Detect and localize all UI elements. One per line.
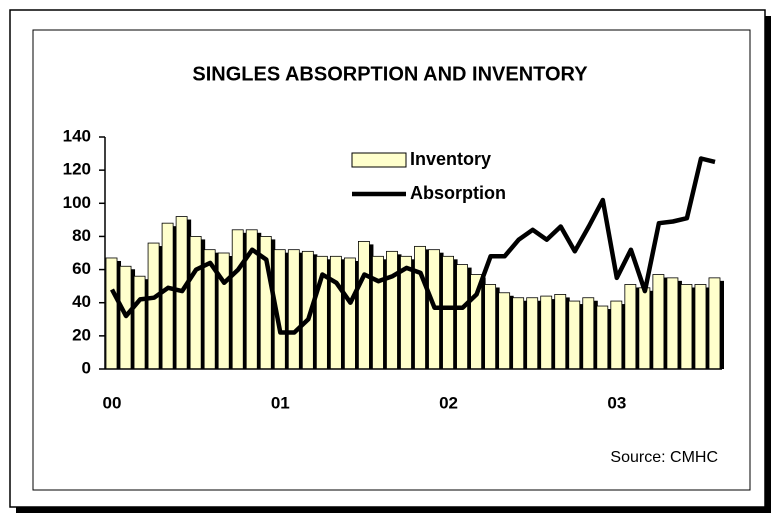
bar [554,294,567,370]
bar [133,275,146,370]
bar [147,242,160,370]
bar [652,274,665,370]
y-tick-label: 40 [72,292,91,311]
y-tick-label: 140 [63,126,91,145]
bar [624,284,637,370]
bar [582,297,595,370]
bar [414,245,426,370]
bar [400,255,412,370]
y-tick-label: 100 [63,193,91,212]
y-tick-label: 0 [82,358,91,377]
bar [456,264,468,370]
x-tick-label: 03 [607,393,626,412]
bar [105,257,118,370]
legend-label: Absorption [410,183,506,203]
legend-swatch [351,152,407,168]
legend-label: Inventory [410,149,491,169]
y-tick-label: 60 [72,259,91,278]
bar [484,284,497,370]
bar [708,277,721,370]
y-tick-label: 80 [72,226,91,245]
bar [512,297,525,370]
bar [568,300,581,370]
bar [161,222,174,370]
bar [287,249,300,370]
bar [231,229,244,370]
bar [540,295,553,370]
bar [638,287,651,370]
bar [329,255,342,370]
bar [386,250,398,370]
chart-title: SINGLES ABSORPTION AND INVENTORY [192,63,588,85]
bar [666,277,679,370]
bar [217,252,230,370]
bar [442,255,454,370]
y-tick-label: 120 [63,160,91,179]
bar [610,300,623,370]
bar [343,257,356,370]
bar [680,284,693,370]
bar [372,255,384,370]
bar [526,297,539,370]
x-tick-label: 00 [103,393,122,412]
y-tick-label: 20 [72,325,91,344]
bar [498,292,511,370]
x-tick-label: 02 [439,393,458,412]
bar [694,284,707,370]
x-tick-label: 01 [271,393,290,412]
bar [596,305,609,370]
bar [358,240,370,370]
source-note: Source: CMHC [610,449,718,466]
bar [189,236,202,370]
line [110,156,716,335]
